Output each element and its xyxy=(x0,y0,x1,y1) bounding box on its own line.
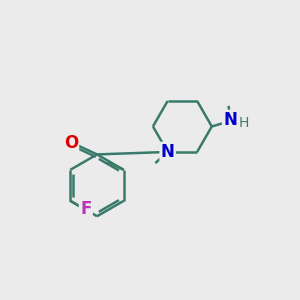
Text: N: N xyxy=(161,143,175,161)
Text: N: N xyxy=(223,111,237,129)
Text: H: H xyxy=(238,116,249,130)
Text: O: O xyxy=(64,134,78,152)
Text: F: F xyxy=(80,200,92,218)
